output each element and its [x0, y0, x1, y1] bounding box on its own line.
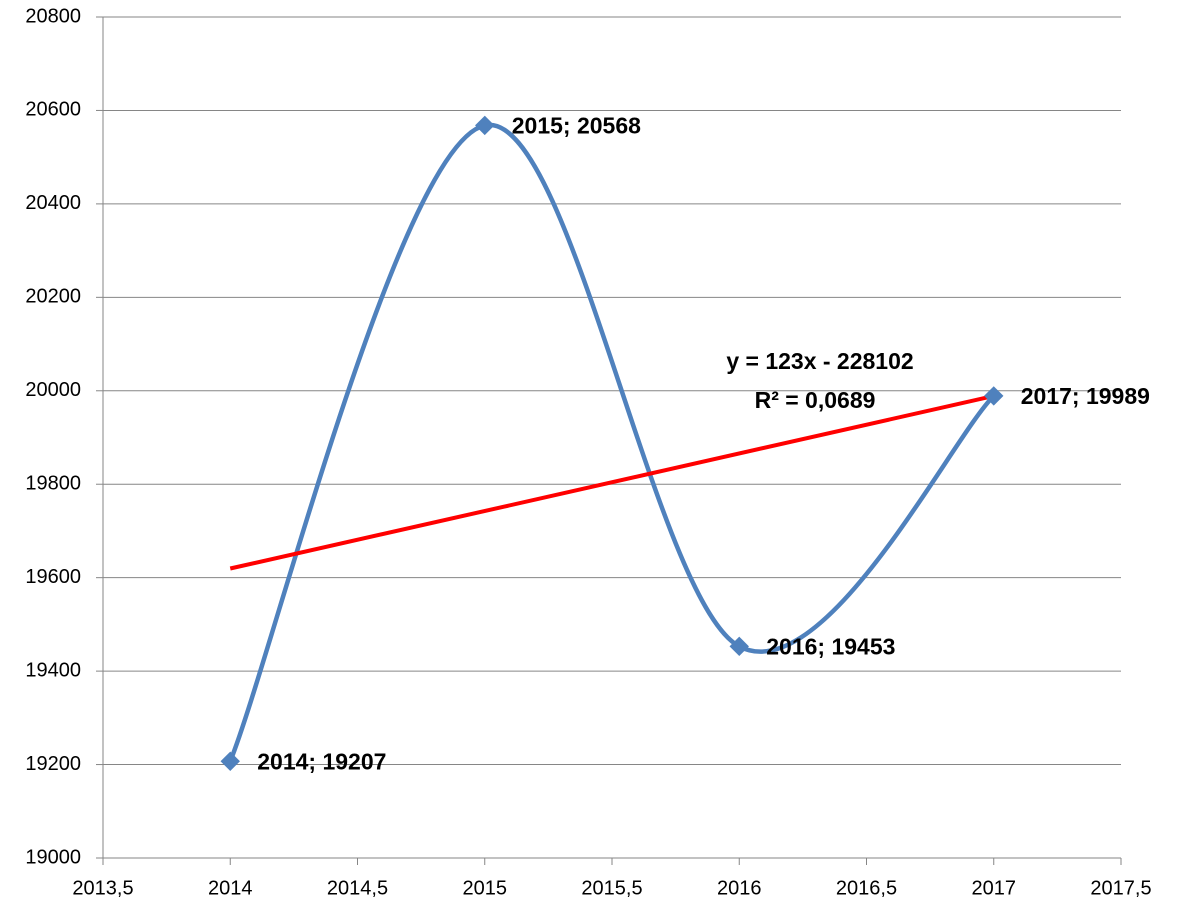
x-tick-label: 2017,5: [1090, 877, 1151, 899]
y-tick-label: 20200: [25, 286, 81, 308]
y-tick-label: 20400: [25, 192, 81, 214]
y-tick-label: 19600: [25, 566, 81, 588]
trendline: [229, 394, 995, 571]
y-tick-label: 19000: [25, 846, 81, 868]
series-line: [228, 123, 996, 763]
data-label: 2017; 19989: [1021, 383, 1150, 409]
x-tick-label: 2015: [463, 877, 508, 899]
y-tick-label: 20600: [25, 99, 81, 121]
x-tick-label: 2015,5: [581, 877, 642, 899]
marker: [729, 636, 749, 657]
data-label: 2014; 19207: [257, 748, 386, 774]
marker: [475, 115, 495, 136]
y-tick-label: 20000: [25, 379, 81, 401]
x-tick-label: 2016: [717, 877, 762, 899]
trendline-equation: y = 123x - 228102: [726, 348, 913, 374]
y-tick-label: 19400: [25, 659, 81, 681]
data-label: 2015; 20568: [512, 112, 641, 138]
data-label: 2016; 19453: [766, 633, 895, 659]
trendline-r2: R² = 0,0689: [755, 387, 876, 413]
x-tick-label: 2013,5: [72, 877, 133, 899]
y-tick-label: 19200: [25, 753, 81, 775]
x-tick-label: 2014: [208, 877, 253, 899]
y-tick-label: 19800: [25, 473, 81, 495]
x-tick-label: 2014,5: [327, 877, 388, 899]
y-tick-label: 20800: [25, 5, 81, 27]
x-tick-label: 2016,5: [836, 877, 897, 899]
marker: [220, 751, 240, 771]
marker: [984, 386, 1004, 406]
x-tick-label: 2017: [972, 877, 1017, 899]
